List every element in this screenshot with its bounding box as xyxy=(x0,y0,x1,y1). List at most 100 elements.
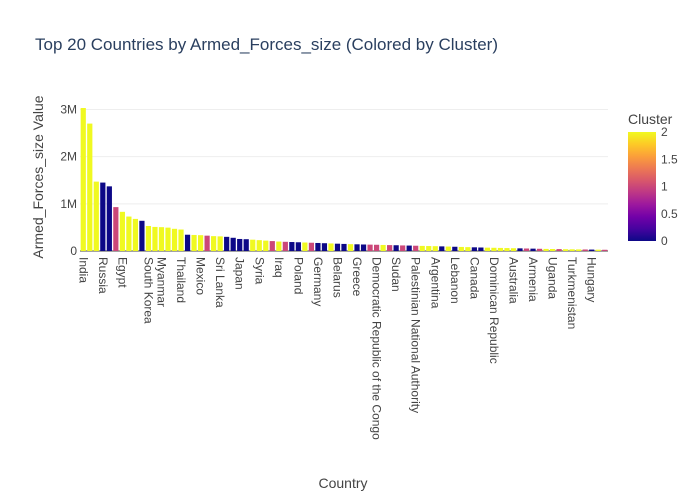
x-tick-label: Syria xyxy=(252,257,266,285)
bar xyxy=(211,236,217,251)
x-tick-label: Dominican Republic xyxy=(487,257,501,364)
bar xyxy=(471,247,477,251)
colorbar-tick-label: 0 xyxy=(661,234,668,248)
bar xyxy=(243,239,249,251)
bar xyxy=(589,249,595,251)
bar xyxy=(523,248,530,251)
bar xyxy=(445,246,451,251)
x-tick-label: Thailand xyxy=(174,257,188,303)
colorbar-title: Cluster xyxy=(628,111,673,127)
bar xyxy=(582,249,588,251)
bar xyxy=(119,211,125,251)
bar xyxy=(276,241,282,251)
y-tick-labels: 0 1M 2M 3M xyxy=(60,102,77,258)
x-tick-label: Myanmar xyxy=(154,257,168,307)
y-tick-label: 2M xyxy=(60,150,77,164)
bar xyxy=(113,207,119,251)
bar xyxy=(347,244,354,251)
bar xyxy=(100,182,106,251)
bar xyxy=(106,186,112,251)
bar xyxy=(569,249,575,251)
bar xyxy=(295,242,301,251)
bar xyxy=(93,181,99,251)
bar xyxy=(497,247,504,251)
bar xyxy=(139,220,145,251)
bar xyxy=(452,246,458,251)
x-tick-label: Mexico xyxy=(194,257,208,295)
bar xyxy=(354,244,360,251)
bar xyxy=(178,229,184,251)
x-tick-label: Turkmenistan xyxy=(565,257,579,329)
x-tick-label: Japan xyxy=(233,257,247,290)
bar xyxy=(556,249,562,251)
y-tick-label: 0 xyxy=(70,244,77,258)
bar xyxy=(406,245,412,251)
colorbar-tick-label: 0.5 xyxy=(661,207,678,221)
colorbar: Cluster 0 0.5 1 1.5 2 xyxy=(628,111,678,248)
bar xyxy=(439,246,445,251)
bar xyxy=(204,235,210,251)
colorbar-ticks: 0 0.5 1 1.5 2 xyxy=(661,125,678,248)
x-tick-label: Germany xyxy=(311,257,325,306)
x-tick-label: Russia xyxy=(96,257,110,294)
bar xyxy=(237,238,243,251)
bar xyxy=(315,242,321,251)
x-tick-label: Lebanon xyxy=(448,257,462,304)
x-tick-label: Australia xyxy=(506,257,520,304)
bar xyxy=(171,228,178,251)
x-tick-label: Poland xyxy=(291,257,305,294)
bar xyxy=(536,248,543,251)
bar xyxy=(250,239,256,251)
bar xyxy=(197,235,204,251)
x-tick-label: Democratic Republic of the Congo xyxy=(370,257,384,440)
x-tick-label: Greece xyxy=(350,257,364,297)
colorbar-tick-label: 1 xyxy=(661,180,668,194)
x-tick-label: Argentina xyxy=(428,257,442,309)
x-axis-title: Country xyxy=(318,475,367,491)
x-tick-label: Hungary xyxy=(585,257,599,302)
bar xyxy=(145,225,152,251)
bar xyxy=(152,226,158,251)
bar xyxy=(393,245,399,251)
bar xyxy=(191,234,197,251)
bar xyxy=(373,244,380,251)
bar xyxy=(308,242,315,251)
bar xyxy=(80,108,86,252)
bar xyxy=(549,249,556,251)
bar xyxy=(595,249,601,251)
bar xyxy=(158,227,165,251)
bar xyxy=(87,123,93,251)
bar xyxy=(230,237,236,251)
x-tick-label: Canada xyxy=(467,257,481,299)
bar xyxy=(387,245,393,251)
bar xyxy=(367,244,373,251)
bar xyxy=(341,243,347,251)
x-tick-label: South Korea xyxy=(141,257,155,324)
x-tick-label: Iraq xyxy=(272,257,286,278)
bar xyxy=(334,243,341,251)
x-tick-label: Uganda xyxy=(546,257,560,299)
bar xyxy=(302,242,308,251)
bar xyxy=(458,246,464,251)
bar xyxy=(419,245,425,251)
bar xyxy=(269,241,275,251)
bar xyxy=(256,240,262,251)
bar xyxy=(543,248,549,251)
colorbar-tick-label: 2 xyxy=(661,125,668,139)
colorbar-tick-label: 1.5 xyxy=(661,152,678,166)
bar xyxy=(504,248,510,251)
bar xyxy=(576,249,582,251)
bar xyxy=(432,246,438,251)
x-tick-label: Sri Lanka xyxy=(213,257,227,308)
bar xyxy=(360,244,367,251)
bar xyxy=(530,248,536,251)
bar xyxy=(400,245,406,251)
bar xyxy=(517,248,523,251)
colorbar-gradient xyxy=(628,132,656,241)
bar xyxy=(328,243,334,251)
bar xyxy=(165,227,171,251)
x-tick-label: India xyxy=(76,257,90,283)
x-tick-label: Sudan xyxy=(389,257,403,292)
bar xyxy=(563,249,569,251)
